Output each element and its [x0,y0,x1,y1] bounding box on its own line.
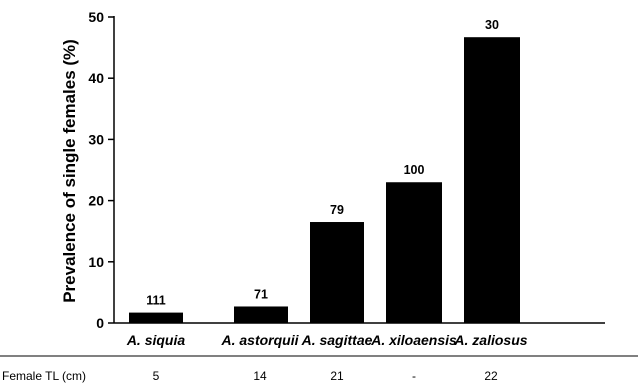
table-row-value: 14 [253,369,267,383]
y-tick-label: 20 [88,193,104,209]
table-row-value: - [412,369,416,383]
bar-data-label: 100 [404,163,425,177]
bar [464,37,520,324]
x-category-label: A. siquia [126,332,186,348]
x-category-label: A. zaliosus [453,332,527,348]
bars: 111 71 79 100 30 [129,18,520,324]
y-tick-label: 10 [88,254,104,270]
table-row-values: 5 14 21 - 22 [153,369,498,383]
bar-data-label: 111 [146,294,166,308]
bar [129,312,183,323]
x-category-label: A. xiloaensis [370,332,457,348]
y-axis-title: Prevalence of single females (%) [60,39,79,303]
y-tick-label: 40 [88,70,104,86]
table-row-value: 21 [330,369,344,383]
bar [386,182,442,323]
y-ticks: 0 10 20 30 40 50 [88,9,114,331]
y-tick-label: 30 [88,131,104,147]
table-row-value: 5 [153,369,160,383]
bar-data-label: 30 [485,18,499,32]
bar-data-label: 71 [254,287,268,301]
bar-data-label: 79 [330,203,344,217]
table-row-value: 22 [484,369,498,383]
bar [310,222,364,323]
y-tick-label: 50 [88,9,104,25]
x-category-label: A. sagittae [301,332,373,348]
y-tick-label: 0 [96,315,104,331]
table-row-label: Female TL (cm) [2,369,86,383]
x-category-label: A. astorquii [220,332,299,348]
bar [234,306,288,323]
